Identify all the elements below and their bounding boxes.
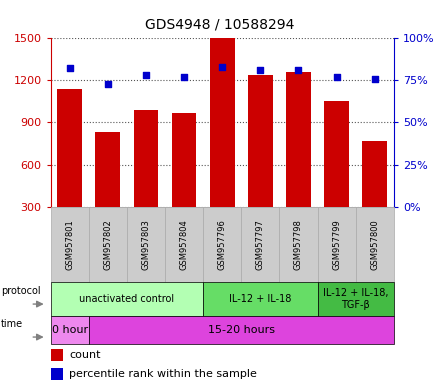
Bar	[51, 316, 89, 344]
Text: GSM957797: GSM957797	[256, 219, 265, 270]
Text: IL-12 + IL-18: IL-12 + IL-18	[229, 294, 292, 304]
Bar	[134, 110, 158, 207]
Bar	[363, 141, 387, 207]
Point	[143, 72, 150, 78]
Bar	[356, 207, 394, 282]
Text: protocol: protocol	[1, 286, 40, 296]
Bar	[51, 349, 62, 361]
Bar	[203, 282, 318, 316]
Text: GSM957800: GSM957800	[370, 219, 379, 270]
Bar	[57, 89, 82, 207]
Bar	[210, 34, 235, 207]
Text: GSM957796: GSM957796	[218, 219, 227, 270]
Text: 15-20 hours: 15-20 hours	[208, 325, 275, 335]
Text: GSM957802: GSM957802	[103, 219, 112, 270]
Point	[257, 67, 264, 73]
Bar	[89, 207, 127, 282]
Bar	[241, 207, 279, 282]
Bar	[248, 74, 273, 207]
Bar	[172, 113, 196, 207]
Text: 0 hour: 0 hour	[51, 325, 88, 335]
Text: time: time	[1, 319, 23, 329]
Point	[180, 74, 187, 80]
Text: count: count	[70, 350, 101, 360]
Text: GSM957803: GSM957803	[141, 219, 150, 270]
Text: GSM957801: GSM957801	[65, 219, 74, 270]
Text: GDS4948 / 10588294: GDS4948 / 10588294	[145, 17, 295, 31]
Bar	[51, 368, 62, 380]
Bar	[89, 316, 394, 344]
Text: GSM957798: GSM957798	[294, 219, 303, 270]
Bar	[324, 101, 349, 207]
Bar	[279, 207, 318, 282]
Point	[104, 81, 111, 87]
Point	[333, 74, 340, 80]
Bar	[286, 72, 311, 207]
Bar	[318, 282, 394, 316]
Text: GSM957799: GSM957799	[332, 219, 341, 270]
Point	[219, 64, 226, 70]
Text: GSM957804: GSM957804	[180, 219, 189, 270]
Bar	[318, 207, 356, 282]
Bar	[51, 207, 89, 282]
Point	[371, 76, 378, 82]
Bar	[51, 282, 203, 316]
Bar	[203, 207, 241, 282]
Text: IL-12 + IL-18,
TGF-β: IL-12 + IL-18, TGF-β	[323, 288, 389, 310]
Point	[66, 65, 73, 71]
Text: percentile rank within the sample: percentile rank within the sample	[70, 369, 257, 379]
Text: unactivated control: unactivated control	[79, 294, 174, 304]
Bar	[127, 207, 165, 282]
Bar	[95, 132, 120, 207]
Bar	[165, 207, 203, 282]
Point	[295, 67, 302, 73]
